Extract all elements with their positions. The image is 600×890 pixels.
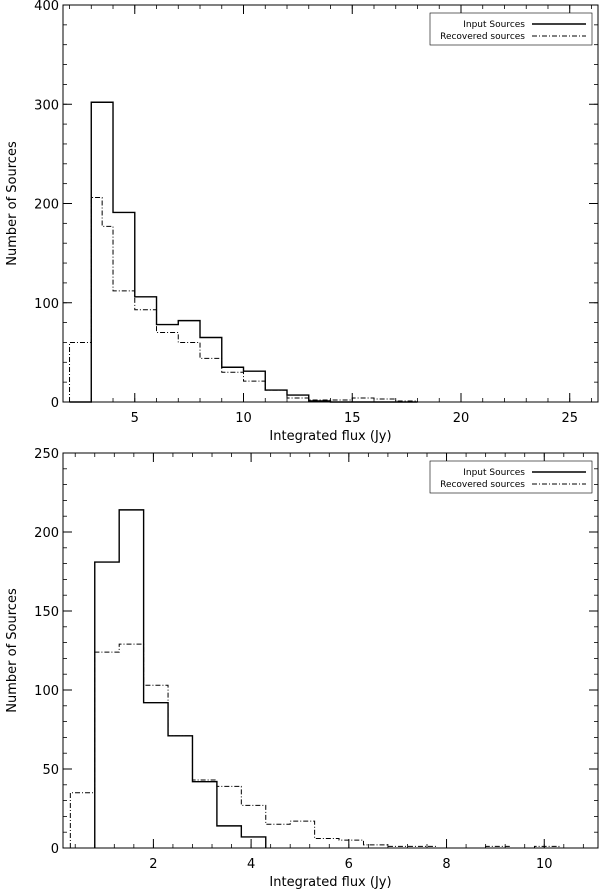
histogram-panel: 0 50 100 150 200 250 2 4 6 8 10 Integrated flux (Jy… <box>5 447 599 890</box>
y-tick-label: 0 <box>51 842 59 857</box>
x-tick-label: 5 <box>131 411 139 426</box>
x-axis-label: Integrated flux (Jy) <box>269 429 391 444</box>
series-recovered-sources <box>69 197 418 402</box>
y-tick-label: 250 <box>34 447 59 462</box>
y-axis-label: Number of Sources <box>5 141 20 266</box>
legend-entry-label: Input Sources <box>463 20 525 30</box>
x-tick-label: 10 <box>536 857 553 872</box>
x-tick-label: 8 <box>442 857 450 872</box>
y-axis-label: Number of Sources <box>5 588 20 713</box>
y-tick-label: 300 <box>34 98 59 113</box>
series-input-sources <box>69 101 418 403</box>
y-tick-label: 100 <box>34 684 59 699</box>
y-tick-label: 0 <box>51 396 59 411</box>
x-tick-label: 6 <box>345 857 353 872</box>
x-tick-label: 15 <box>344 411 361 426</box>
plot-frame <box>62 4 599 403</box>
x-tick-label: 25 <box>561 411 578 426</box>
x-tick-label: 2 <box>149 857 157 872</box>
y-tick-label: 200 <box>34 526 59 541</box>
plot-frame <box>62 452 599 849</box>
legend-box <box>429 12 593 46</box>
y-tick-label: 400 <box>34 0 59 14</box>
legend-box <box>429 460 593 494</box>
y-tick-label: 200 <box>34 198 59 213</box>
legend-entry-label: Recovered sources <box>440 32 525 42</box>
x-tick-label: 4 <box>247 857 255 872</box>
x-axis-label: Integrated flux (Jy) <box>269 875 391 890</box>
legend-entry-label: Recovered sources <box>440 480 525 490</box>
legend-entry-label: Input Sources <box>463 468 525 478</box>
x-tick-label: 20 <box>453 411 470 426</box>
y-tick-label: 100 <box>34 297 59 312</box>
x-tick-label: 10 <box>235 411 252 426</box>
series-recovered-sources <box>69 643 560 849</box>
y-tick-label: 50 <box>42 763 59 778</box>
series-input-sources <box>94 509 267 848</box>
histogram-panel: 0 100 200 300 400 5 10 15 20 25 Integrated flux (J… <box>5 0 599 444</box>
y-tick-label: 150 <box>34 605 59 620</box>
